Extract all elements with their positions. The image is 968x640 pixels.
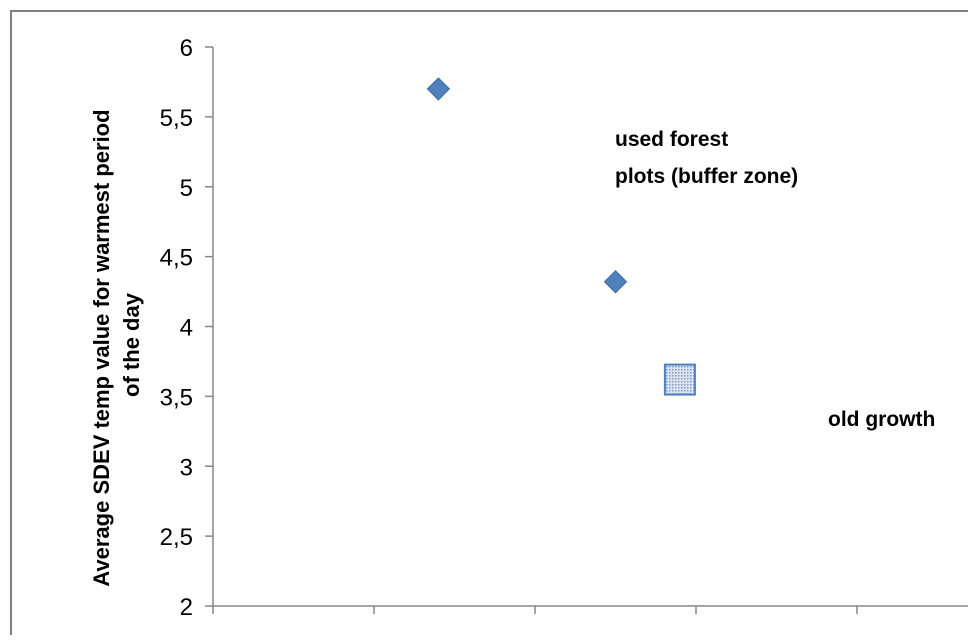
annotation-used-forest-line-1: used forest (615, 128, 728, 151)
annotation-used-forest: used forest plots (buffer zone) (615, 128, 798, 188)
y-tick-label: 4,5 (160, 245, 193, 272)
y-axis-title-line-2: of the day (119, 292, 144, 397)
y-tick-label: 5,5 (160, 105, 193, 132)
y-tick-label: 3,5 (160, 384, 193, 411)
axis-ticks: 2 2,5 3 3,5 4 4,5 5 5,5 6 (160, 35, 858, 621)
y-tick-label: 2,5 (160, 524, 193, 551)
y-tick-label: 2 (180, 594, 193, 621)
data-points (426, 77, 696, 396)
y-axis-title: Average SDEV temp value for warmest peri… (89, 103, 144, 586)
y-tick-label: 5 (180, 175, 193, 202)
chart-frame (10, 10, 968, 640)
y-tick-label: 6 (180, 35, 193, 62)
annotation-old-growth: old growth (828, 408, 935, 431)
data-point-diamond (426, 77, 451, 101)
annotation-old-growth-line-1: old growth (828, 408, 935, 431)
annotation-used-forest-line-2: plots (buffer zone) (615, 165, 798, 188)
y-axis-title-line-1: Average SDEV temp value for warmest peri… (89, 109, 114, 586)
y-tick-label: 4 (180, 315, 193, 342)
data-point-diamond (603, 270, 628, 294)
data-point-square (663, 363, 696, 396)
y-tick-label: 3 (180, 454, 193, 481)
